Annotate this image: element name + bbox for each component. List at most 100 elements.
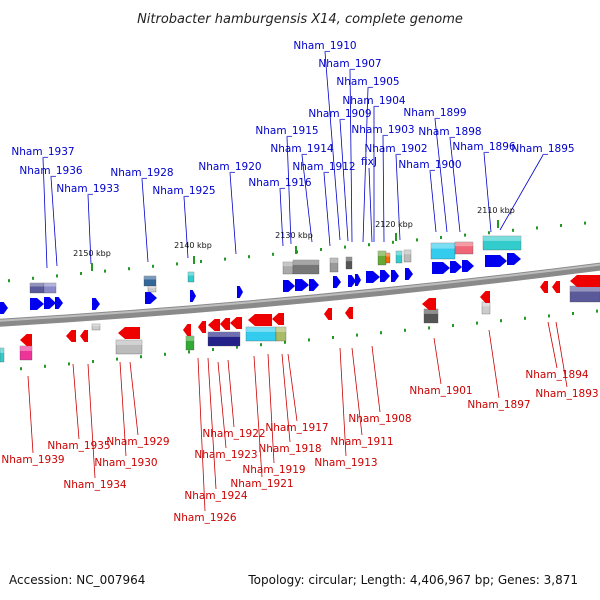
feature-box-shine xyxy=(186,336,194,341)
plus-leader-line xyxy=(229,172,237,255)
kbp-tick-lower xyxy=(284,340,286,344)
feature-box xyxy=(0,347,5,363)
plus-gene-arrow xyxy=(450,261,462,273)
gene-label-minus: Nham_1897 xyxy=(467,399,530,411)
feature-box xyxy=(482,235,522,251)
plus-leader-line xyxy=(362,87,369,243)
gene-labels: Nham_1910Nham_1907Nham_1905Nham_1904Nham… xyxy=(1,40,598,524)
feature-box xyxy=(207,331,241,347)
gene-label-minus: Nham_1919 xyxy=(242,464,305,476)
feature-box-shine xyxy=(330,258,338,263)
gene-label-minus: Nham_1935 xyxy=(47,440,110,452)
minus-gene-arrow xyxy=(230,317,242,329)
plus-leader-line xyxy=(499,154,544,231)
plus-gene-arrow xyxy=(283,280,295,292)
gene-label-minus: Nham_1901 xyxy=(409,385,472,397)
minus-leader-line xyxy=(555,321,568,388)
kbp-tick-lower xyxy=(476,321,478,325)
kbp-tick-upper xyxy=(152,264,154,268)
kbp-tick-upper xyxy=(320,248,322,251)
gene-label-minus: Nham_1923 xyxy=(194,449,257,461)
gene-label-plus: Nham_1902 xyxy=(364,143,427,155)
gene-label-plus: Nham_1899 xyxy=(403,107,466,119)
feature-box xyxy=(275,326,287,342)
feature-box-shine xyxy=(246,327,276,332)
gene-label-minus: Nham_1917 xyxy=(265,422,328,434)
scale-labels: 2110 kbp 2120 kbp 2130 kbp 2140 kbp 2150 kbp xyxy=(73,206,515,258)
kbp-tick-upper xyxy=(584,221,586,225)
kbp-tick-lower xyxy=(188,350,190,354)
kbp-tick-upper xyxy=(416,238,418,242)
gene-label-minus: Nham_1922 xyxy=(202,428,265,440)
plus-gene-arrow xyxy=(55,297,63,309)
plus-leader-line xyxy=(279,188,284,247)
kbp-tick-lower xyxy=(428,326,430,330)
minus-leader-line xyxy=(371,345,381,413)
gene-label-plus: Nham_1936 xyxy=(19,165,82,177)
gene-label-minus: Nham_1930 xyxy=(94,457,157,469)
plus-gene-arrow xyxy=(366,271,380,283)
gene-label-minus: Nham_1921 xyxy=(230,478,293,490)
plus-gene-arrow xyxy=(405,268,413,280)
kbp-tick-lower xyxy=(452,324,454,327)
minus-leader-line xyxy=(488,329,500,399)
feature-box-shine xyxy=(404,250,411,255)
feature-box-shine xyxy=(378,251,386,256)
plus-leader-line xyxy=(324,51,341,241)
feature-box-shine xyxy=(30,283,44,287)
feature-box-shine xyxy=(346,257,352,262)
minus-leader-line xyxy=(351,347,363,436)
minus-leader-line xyxy=(87,363,96,479)
gene-label-plus: Nham_1907 xyxy=(318,58,381,70)
gene-label-minus: Nham_1908 xyxy=(348,413,411,425)
gene-label-plus: Nham_1914 xyxy=(270,143,333,155)
scale-label: 2110 kbp xyxy=(477,206,515,215)
feature-box xyxy=(395,250,403,264)
minus-gene-arrow xyxy=(198,321,206,333)
accession-text: Accession: NC_007964 xyxy=(9,573,146,587)
scale-label: 2150 kbp xyxy=(73,249,111,258)
minus-gene-arrow xyxy=(80,330,88,342)
kbp-tick-lower xyxy=(380,331,382,335)
kbp-tick-upper xyxy=(248,255,250,259)
feature-box-shine xyxy=(92,324,100,327)
plus-leader-line xyxy=(141,178,149,263)
plus-gene-arrow xyxy=(92,298,100,310)
kbp-tick-lower xyxy=(44,364,46,368)
kbp-tick-lower xyxy=(260,343,262,347)
gene-label-plus: Nham_1903 xyxy=(351,124,414,136)
kbp-tick-upper xyxy=(272,252,274,256)
feature-box xyxy=(91,323,101,331)
backbone-highlight xyxy=(0,263,600,322)
gene-label-minus: Nham_1894 xyxy=(525,369,588,381)
minus-leader-line xyxy=(27,375,34,454)
kbp-tick-upper xyxy=(128,267,130,271)
minus-leader-line xyxy=(72,363,80,440)
feature-box-shine xyxy=(188,272,194,276)
feature-boxes xyxy=(0,235,600,363)
minus-leader-line xyxy=(217,361,227,449)
feature-box-shine xyxy=(482,302,490,307)
minus-gene-arrow xyxy=(324,308,332,320)
minus-leader-line xyxy=(197,357,206,512)
feature-box xyxy=(187,271,195,283)
plus-gene-arrow xyxy=(309,279,319,291)
kbp-tick-lower xyxy=(500,319,502,323)
minus-gene-arrow xyxy=(480,291,490,303)
kbp-tick-upper xyxy=(392,240,394,244)
feature-box xyxy=(329,257,339,273)
plus-leader-line xyxy=(434,118,448,233)
gene-label-plus: Nham_1925 xyxy=(152,185,215,197)
plus-gene-arrow xyxy=(348,275,356,287)
kbp-tick-upper xyxy=(56,274,58,278)
plus-leader-line xyxy=(87,194,92,265)
kbp-tick-lower xyxy=(356,333,358,337)
gene-label-minus: Nham_1893 xyxy=(535,388,598,400)
minus-leader-line xyxy=(281,353,291,443)
kbp-tick-lower xyxy=(548,314,550,318)
plus-leader-line xyxy=(449,137,461,233)
feature-box-shine xyxy=(570,286,600,292)
minus-leader-line xyxy=(287,353,298,422)
plus-leader-line xyxy=(395,154,401,241)
feature-box xyxy=(345,256,353,270)
